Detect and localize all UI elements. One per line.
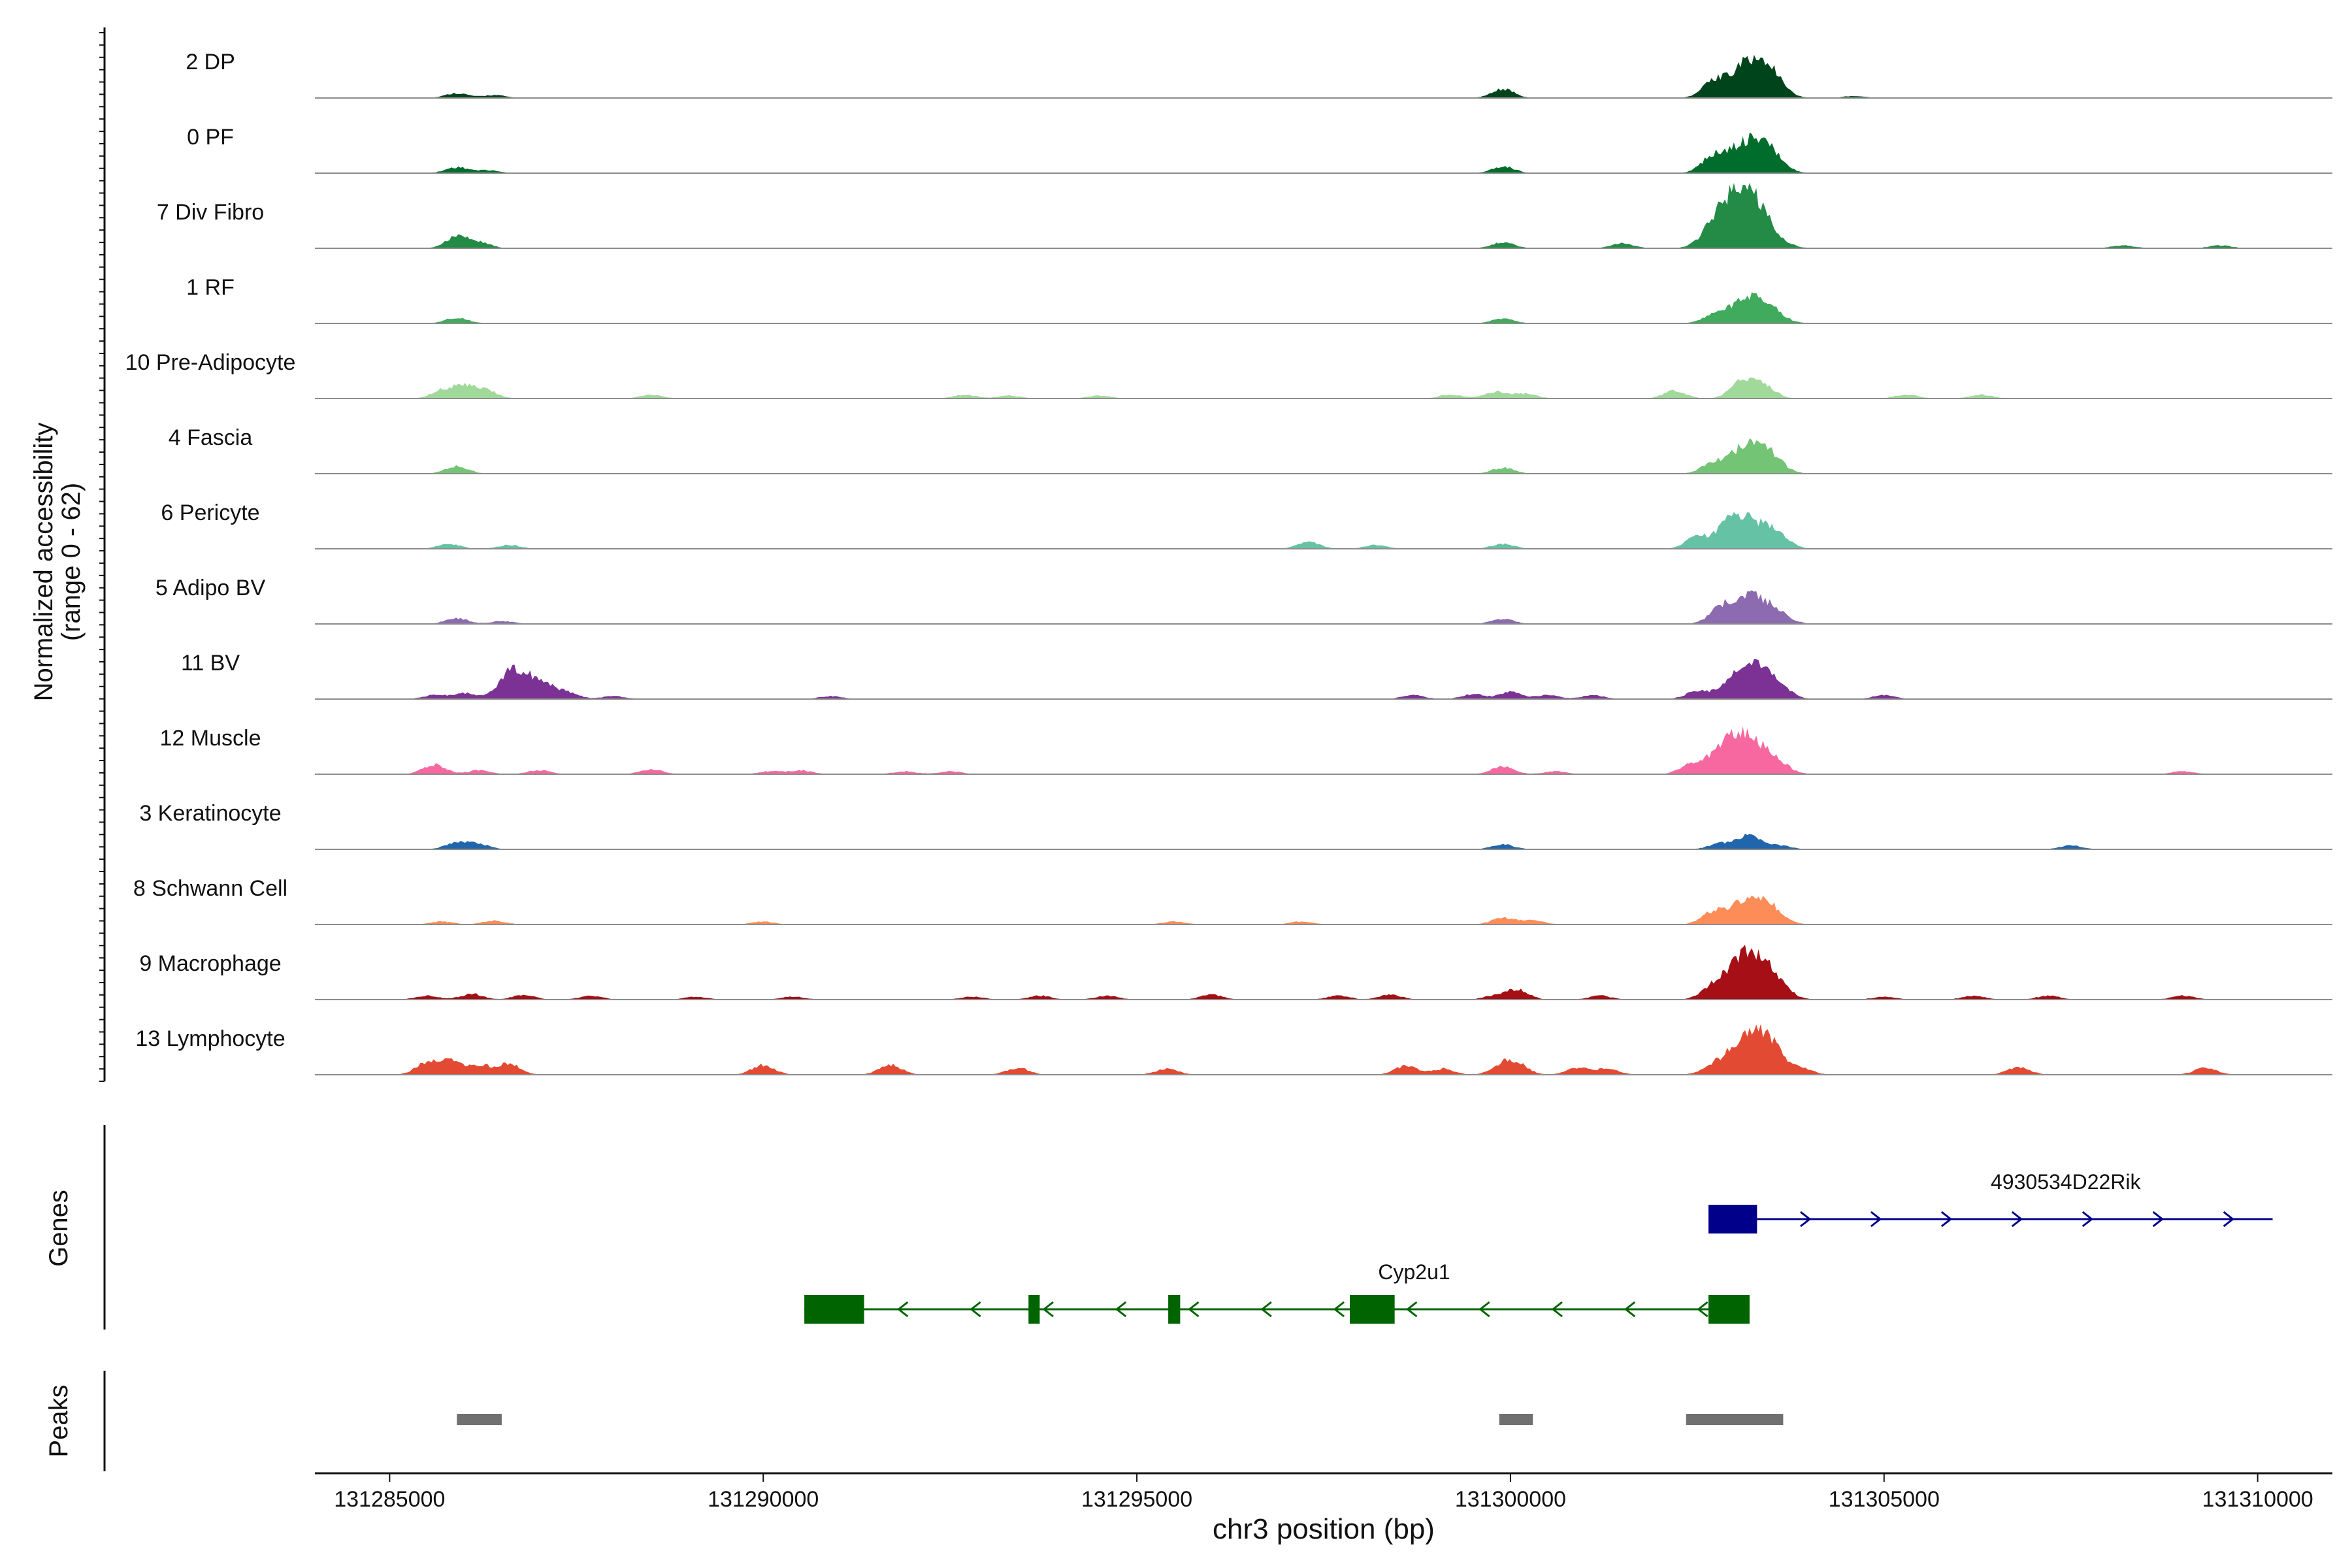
- track-0-pf: 0 PF: [187, 125, 2332, 174]
- strand-arrow: [1870, 1211, 1882, 1228]
- coverage-area: [315, 292, 2332, 323]
- track-label: 5 Adipo BV: [155, 576, 266, 600]
- y-axis-label-line2: (range 0 - 62): [57, 483, 86, 641]
- gene-4930534d22rik: 4930534D22Rik: [1708, 1170, 2273, 1233]
- x-axis-label: chr3 position (bp): [1213, 1513, 1435, 1545]
- track-label: 3 Keratinocyte: [139, 801, 281, 826]
- gene-exon: [1708, 1295, 1750, 1324]
- track-label: 2 DP: [186, 50, 235, 74]
- track-label: 8 Schwann Cell: [133, 876, 287, 901]
- strand-arrow: [2152, 1211, 2164, 1228]
- strand-arrow: [1260, 1301, 1272, 1318]
- peaks-panel-label: Peaks: [44, 1384, 73, 1457]
- strand-arrow: [1624, 1301, 1636, 1318]
- coverage-area: [315, 944, 2332, 1000]
- coverage-area: [315, 590, 2332, 624]
- track-label: 0 PF: [187, 125, 234, 150]
- coverage-area: [315, 438, 2332, 474]
- track-label: 12 Muscle: [160, 726, 261, 751]
- peak-region: [457, 1414, 502, 1425]
- genes-panel-label: Genes: [44, 1190, 73, 1267]
- strand-arrow: [1115, 1301, 1127, 1318]
- coverage-area: [315, 834, 2332, 849]
- x-tick-label: 131300000: [1455, 1487, 1566, 1512]
- track-label: 13 Lymphocyte: [135, 1026, 285, 1051]
- x-axis: 131285000 131290000 131295000 131300000 1313…: [334, 1473, 2313, 1512]
- x-tick-label: 131285000: [334, 1487, 445, 1512]
- track-11-bv: 11 BV: [181, 651, 2332, 700]
- track-label: 10 Pre-Adipocyte: [125, 350, 296, 375]
- gene-exon: [804, 1295, 864, 1324]
- coverage-area: [315, 133, 2332, 173]
- strand-arrow: [1940, 1211, 1953, 1228]
- track-label: 9 Macrophage: [139, 951, 281, 976]
- genes-track: 4930534D22Rik Cyp2u1: [804, 1170, 2273, 1324]
- x-tick-label: 131310000: [2202, 1487, 2313, 1512]
- track-12-muscle: 12 Muscle: [160, 726, 2332, 775]
- strand-arrow: [2082, 1211, 2094, 1228]
- track-label: 11 BV: [181, 651, 240, 676]
- track-9-macrophage: 9 Macrophage: [139, 944, 2332, 1000]
- strand-arrow: [896, 1301, 909, 1318]
- track-5-adipo-bv: 5 Adipo BV: [155, 576, 2332, 625]
- coverage-area: [315, 54, 2332, 98]
- gene-cyp2u1: Cyp2u1: [804, 1260, 1750, 1324]
- track-label: 6 Pericyte: [161, 500, 259, 525]
- strand-arrow: [970, 1301, 981, 1318]
- coverage-area: [315, 377, 2332, 399]
- track-label: 7 Div Fibro: [157, 200, 264, 225]
- tracks: 2 DP 0 PF 7 Div Fibro 1 RF 10 Pre-Adipocyte 4…: [125, 50, 2332, 1075]
- track-8-schwann-cell: 8 Schwann Cell: [133, 876, 2332, 925]
- track-1-rf: 1 RF: [186, 275, 2332, 324]
- coverage-area: [315, 659, 2332, 699]
- gene-exon: [1028, 1295, 1040, 1324]
- track-4-fascia: 4 Fascia: [169, 425, 2332, 474]
- strand-arrow: [1478, 1301, 1490, 1318]
- track-6-pericyte: 6 Pericyte: [161, 500, 2332, 549]
- y-axis-label-line1: Normalized accessibility: [29, 423, 58, 702]
- strand-arrow: [1333, 1301, 1345, 1318]
- strand-arrow: [2223, 1211, 2234, 1228]
- strand-arrow: [1406, 1301, 1418, 1318]
- gene-exon: [1708, 1205, 1757, 1233]
- track-7-div-fibro: 7 Div Fibro: [157, 183, 2332, 249]
- coverage-area: [315, 726, 2332, 774]
- coverage-area: [315, 1024, 2332, 1075]
- track-3-keratinocyte: 3 Keratinocyte: [139, 801, 2332, 850]
- track-13-lymphocyte: 13 Lymphocyte: [135, 1024, 2332, 1075]
- x-tick-label: 131305000: [1829, 1487, 1940, 1512]
- y-axis: [99, 27, 106, 1082]
- gene-exon: [1168, 1295, 1181, 1324]
- coverage-area: [315, 512, 2332, 549]
- peak-region: [1499, 1414, 1533, 1425]
- coverage-area: [315, 895, 2332, 924]
- peak-region: [1686, 1414, 1784, 1425]
- strand-arrow: [1042, 1301, 1054, 1318]
- peaks-track: [457, 1414, 1784, 1425]
- strand-arrow: [1188, 1301, 1200, 1318]
- track-label: 1 RF: [186, 275, 235, 300]
- track-label: 4 Fascia: [169, 425, 253, 450]
- gene-label: Cyp2u1: [1378, 1260, 1450, 1284]
- strand-arrow: [1697, 1301, 1708, 1318]
- strand-arrow: [2011, 1211, 2023, 1228]
- x-tick-label: 131295000: [1081, 1487, 1192, 1512]
- strand-arrow: [1551, 1301, 1563, 1318]
- track-2-dp: 2 DP: [186, 50, 2332, 99]
- coverage-area: [315, 183, 2332, 248]
- gene-label: 4930534D22Rik: [1991, 1170, 2142, 1194]
- gene-exon: [1350, 1295, 1395, 1324]
- strand-arrow: [1800, 1211, 1812, 1228]
- x-tick-label: 131290000: [708, 1487, 819, 1512]
- track-10-pre-adipocyte: 10 Pre-Adipocyte: [125, 350, 2332, 399]
